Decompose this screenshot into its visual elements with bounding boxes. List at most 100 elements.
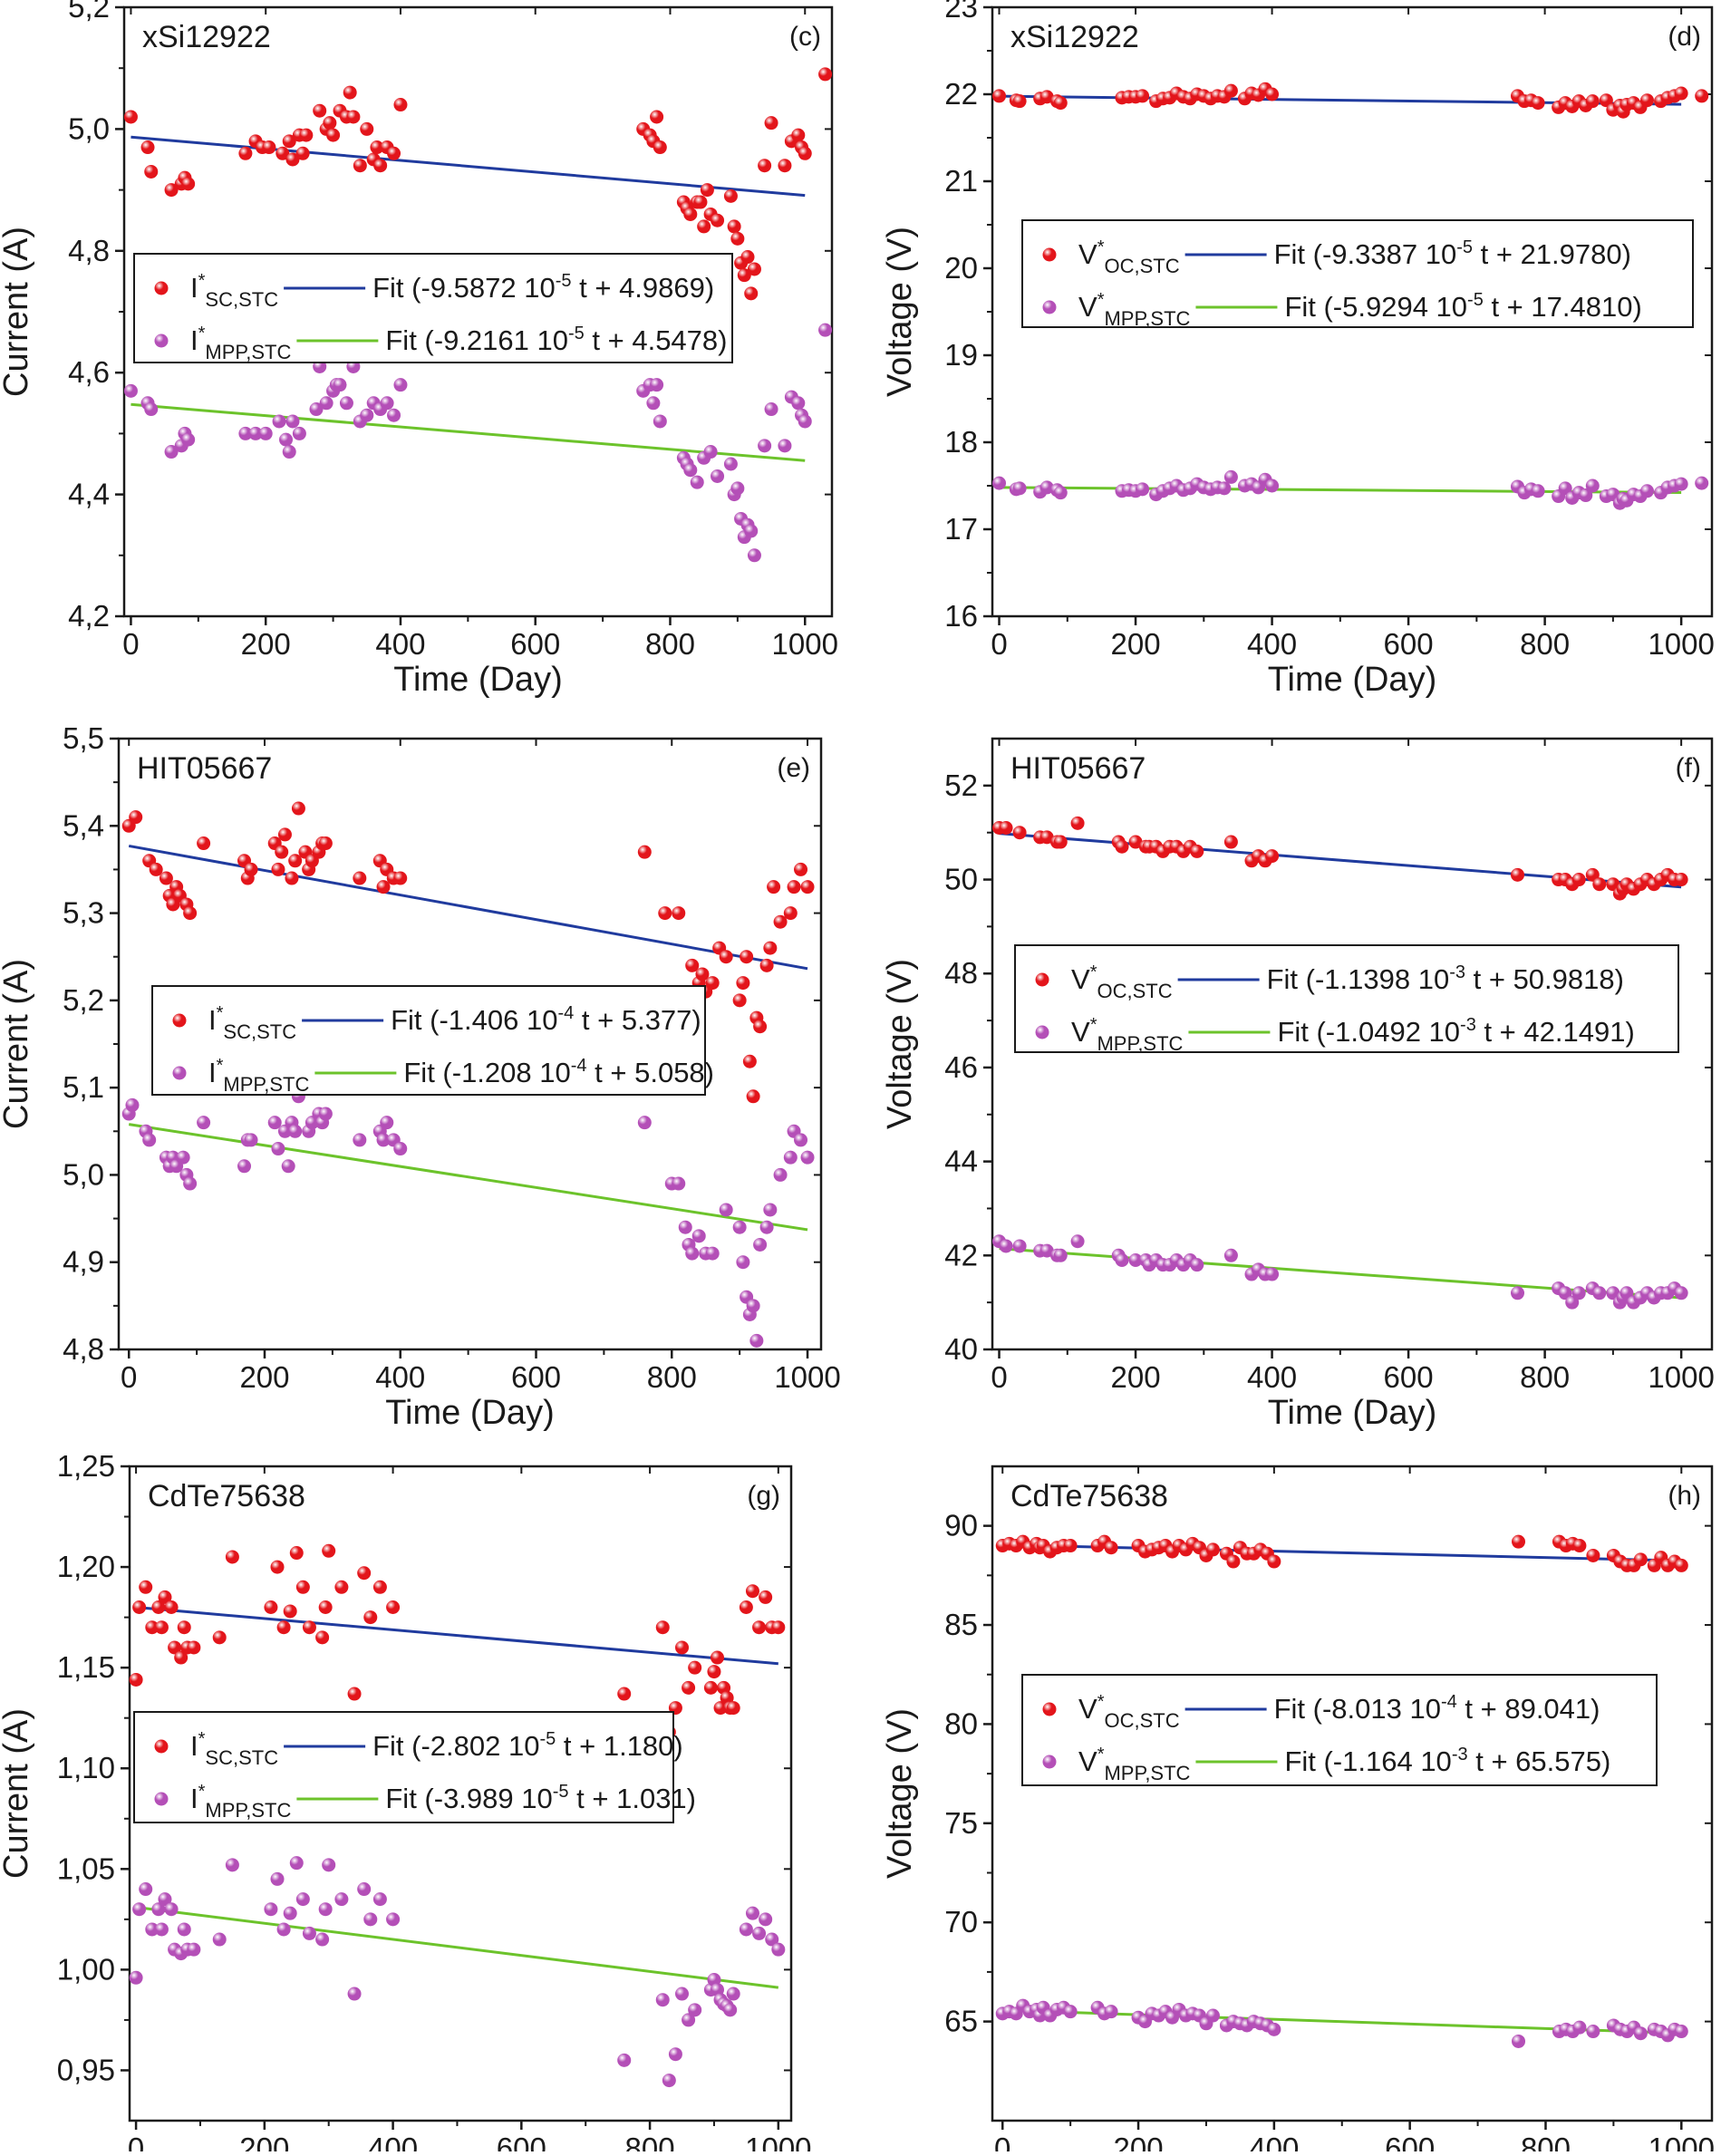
data-point-1 xyxy=(726,1701,740,1716)
data-point-2 xyxy=(315,1932,330,1947)
data-point-1 xyxy=(1012,826,1027,840)
panel-title: CdTe75638 xyxy=(1010,1479,1168,1513)
data-point-1 xyxy=(177,1620,191,1635)
y-tick-label: 4,4 xyxy=(68,478,110,511)
data-point-2 xyxy=(759,1912,773,1927)
data-point-1 xyxy=(393,98,408,112)
data-point-1 xyxy=(727,219,741,234)
legend-fit-label: Fit (-1.406 10-4 t + 5.377) xyxy=(391,1003,701,1036)
data-point-2 xyxy=(818,323,833,337)
data-point-1 xyxy=(1633,1552,1648,1567)
data-point-2 xyxy=(393,378,408,392)
data-point-1 xyxy=(164,183,179,198)
data-point-2 xyxy=(1223,469,1238,484)
data-point-1 xyxy=(1063,1539,1078,1553)
legend-fit-label: Fit (-1.1398 10-3 t + 50.9818) xyxy=(1267,962,1624,995)
data-point-2 xyxy=(1674,2025,1688,2039)
data-point-1 xyxy=(1674,873,1688,887)
data-point-2 xyxy=(1565,1295,1580,1310)
data-point-2 xyxy=(800,1150,815,1165)
data-point-2 xyxy=(267,1116,282,1130)
data-point-1 xyxy=(787,880,801,894)
data-point-1 xyxy=(373,159,388,173)
data-point-1 xyxy=(370,140,384,155)
x-tick-label: 200 xyxy=(239,1360,289,1394)
data-point-2 xyxy=(764,402,778,417)
data-point-1 xyxy=(1674,1558,1688,1572)
data-point-2 xyxy=(271,1142,285,1156)
data-point-2 xyxy=(1039,480,1054,495)
data-point-1 xyxy=(318,1600,333,1615)
data-point-1 xyxy=(742,1054,757,1068)
data-point-2 xyxy=(142,1133,157,1147)
y-axis-label: Current (A) xyxy=(0,1708,35,1879)
data-point-2 xyxy=(746,1299,760,1313)
data-point-1 xyxy=(315,1630,330,1645)
data-point-2 xyxy=(650,378,664,392)
data-point-1 xyxy=(285,152,300,167)
y-tick-label: 22 xyxy=(944,77,978,111)
data-point-2 xyxy=(125,1097,140,1112)
data-point-1 xyxy=(299,128,314,142)
data-point-2 xyxy=(678,1220,692,1234)
x-tick-label: 600 xyxy=(497,2132,546,2151)
x-tick-label: 600 xyxy=(1384,627,1434,661)
data-point-2 xyxy=(1217,481,1232,496)
data-point-1 xyxy=(129,1672,143,1687)
data-point-2 xyxy=(672,1176,686,1191)
data-point-1 xyxy=(386,1600,401,1615)
legend-marker-2 xyxy=(172,1066,187,1080)
data-point-1 xyxy=(683,207,698,221)
legend-fit-exponent: -4 xyxy=(571,1056,587,1076)
fit-line-2 xyxy=(129,1123,808,1232)
data-point-2 xyxy=(675,1987,690,2001)
data-point-2 xyxy=(791,396,806,411)
data-point-2 xyxy=(1012,1239,1027,1253)
data-point-1 xyxy=(1104,1541,1118,1555)
legend-fit-tail: t + 42.1491) xyxy=(1476,1016,1635,1048)
data-point-2 xyxy=(1512,2034,1526,2048)
legend-fit-exponent: -3 xyxy=(1460,1015,1476,1035)
chart-panel-d: 0 200 400 600 800 1000 16 17 18 19 20 21 22 23 Time (D… xyxy=(881,0,1715,699)
legend-sub: MPP,STC xyxy=(223,1073,309,1096)
legend-fit-label: Fit (-8.013 10-4 t + 89.041) xyxy=(1274,1692,1600,1725)
data-point-1 xyxy=(730,231,745,246)
data-point-2 xyxy=(668,2047,682,2062)
data-point-1 xyxy=(187,1640,201,1655)
data-point-1 xyxy=(262,140,276,155)
x-tick-label: 600 xyxy=(510,627,560,661)
y-axis-label: Voltage (V) xyxy=(881,1708,919,1879)
data-point-1 xyxy=(318,836,333,851)
y-tick-label: 5,2 xyxy=(63,983,104,1017)
data-point-1 xyxy=(791,128,806,142)
data-point-2 xyxy=(759,1220,774,1234)
data-point-2 xyxy=(765,1932,779,1947)
x-tick-label: 400 xyxy=(1247,627,1297,661)
data-point-1 xyxy=(238,146,253,160)
data-point-1 xyxy=(197,836,211,851)
data-point-2 xyxy=(1695,476,1709,490)
y-tick-label: 1,05 xyxy=(57,1851,115,1885)
y-axis-label: Voltage (V) xyxy=(881,959,919,1129)
x-tick-label: 0 xyxy=(994,2132,1010,2151)
x-tick-label: 0 xyxy=(991,627,1007,661)
fit-line-2 xyxy=(135,1906,779,1989)
legend-sub: SC,STC xyxy=(223,1020,296,1043)
data-point-1 xyxy=(1053,835,1068,849)
y-tick-label: 1,25 xyxy=(57,1449,115,1483)
data-point-1 xyxy=(343,85,357,100)
legend-sup: * xyxy=(198,1782,206,1802)
legend-fit-tail: t + 5.058) xyxy=(587,1057,714,1088)
data-point-2 xyxy=(225,1858,239,1872)
legend: V*OC,STC Fit (-9.3387 10-5 t + 21.9780)V*… xyxy=(1021,219,1694,330)
legend-sup: * xyxy=(198,1729,206,1749)
data-point-2 xyxy=(197,1116,211,1130)
panel-title: xSi12922 xyxy=(142,20,271,54)
data-point-1 xyxy=(693,195,708,209)
legend-marker-2 xyxy=(1035,1025,1049,1039)
data-point-1 xyxy=(1039,90,1054,104)
y-tick-label: 5,5 xyxy=(63,721,104,755)
x-tick-label: 200 xyxy=(1111,627,1161,661)
data-point-2 xyxy=(732,1220,747,1234)
